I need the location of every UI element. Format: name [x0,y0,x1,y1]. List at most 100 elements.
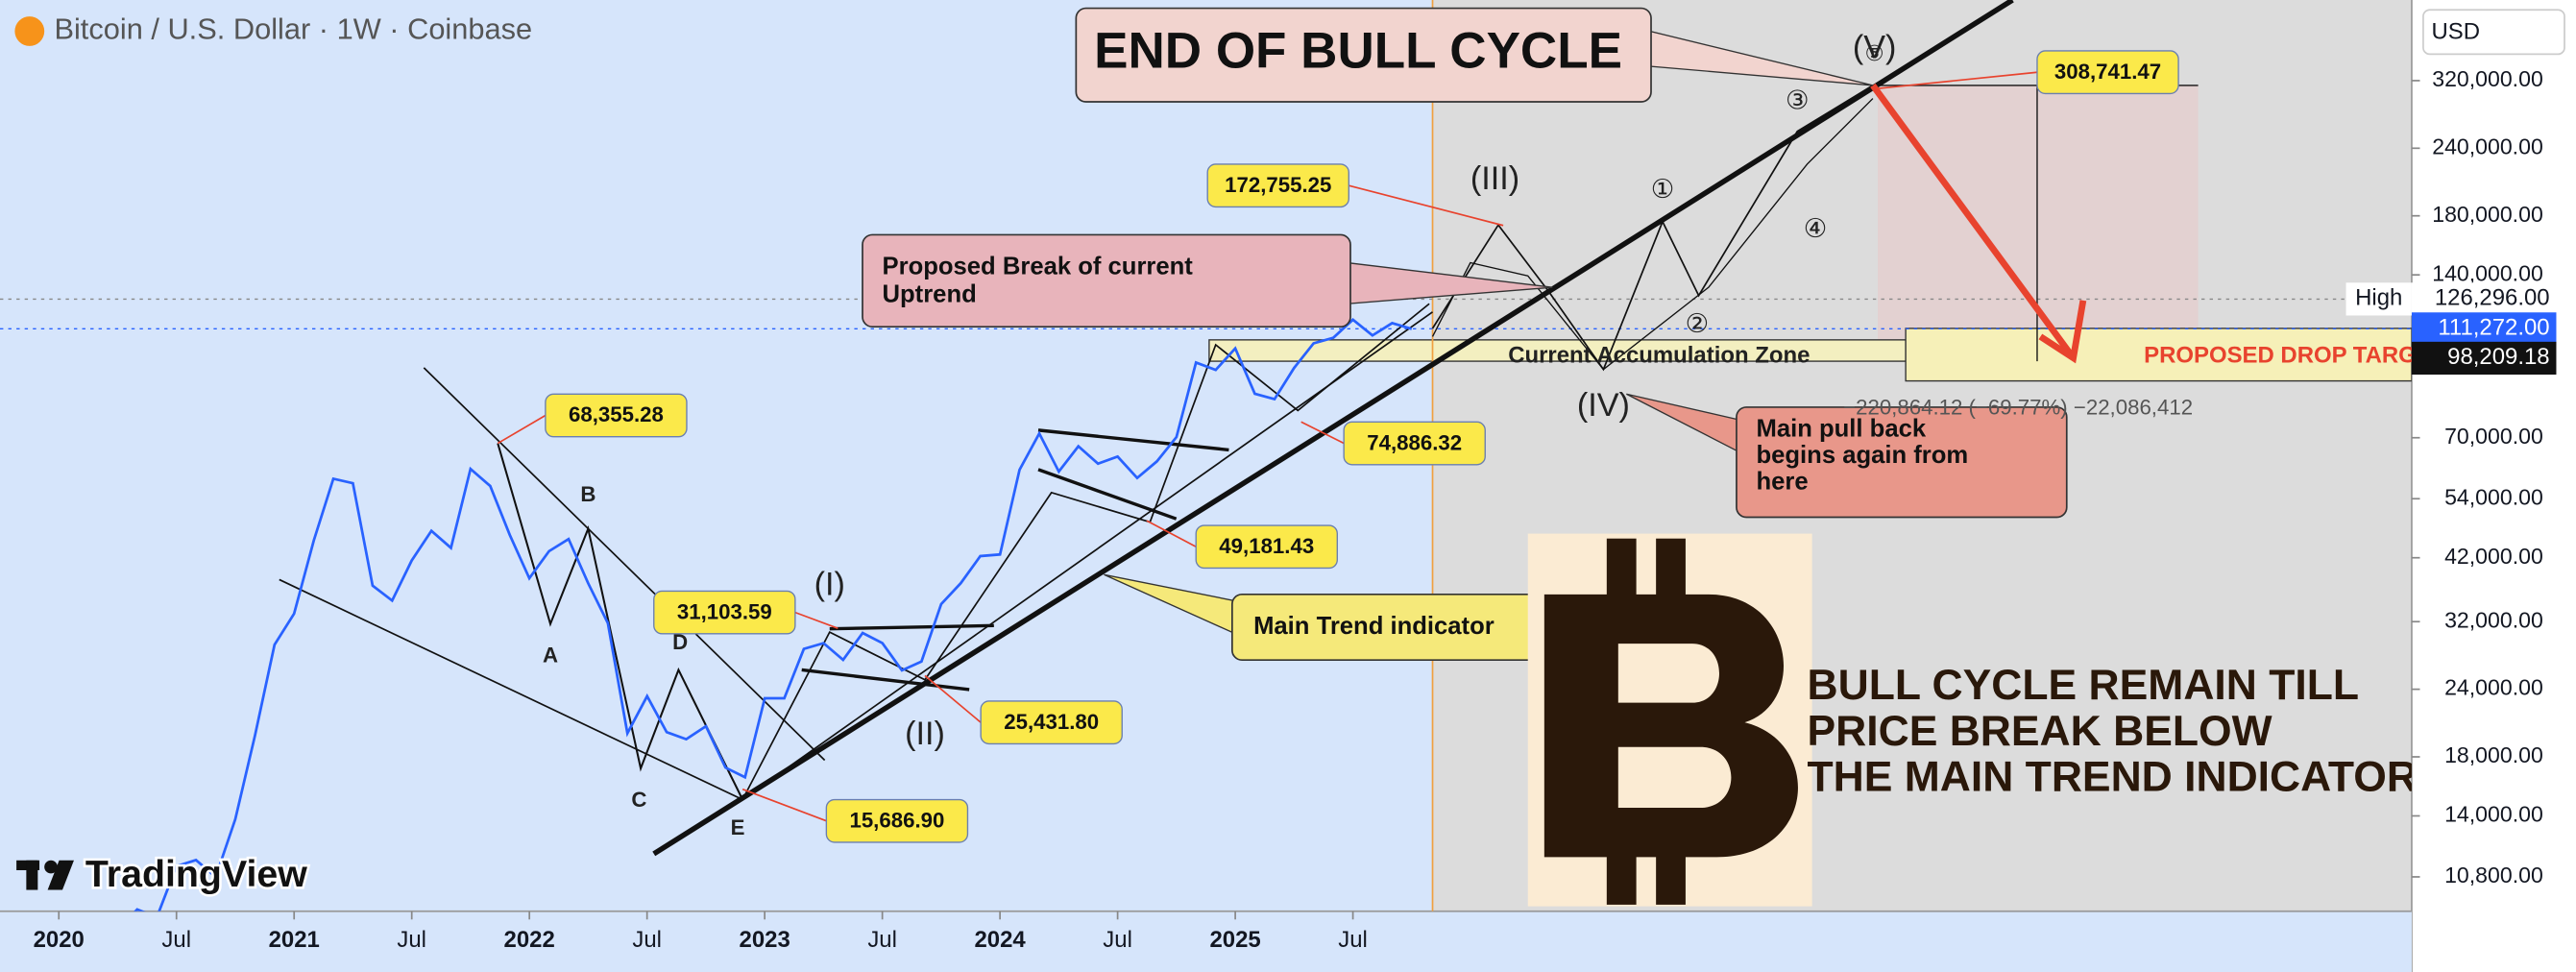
price-label-connector [1300,421,1345,445]
price-axis-panel [2411,0,2576,972]
wave-label: (V) [1853,29,1897,65]
price-label-box [653,590,796,635]
price-label-connector [497,414,547,445]
drop-arrow [1870,83,2077,360]
callout-text: Main Trend indicator [1253,613,1495,640]
wave-label: B [580,482,595,506]
price-tag-label: 126,296.00 [2435,285,2550,311]
drawing-line [279,578,743,801]
wave-label: (IV) [1577,387,1630,424]
x-tick-label: 2021 [269,927,320,953]
watermark-icon [26,860,38,890]
wave-label: (II) [905,716,945,752]
price-tag-name-box [2345,282,2412,316]
wave-label: A [543,644,558,668]
overlay: END OF BULL CYCLE Proposed Break of curre… [497,7,2418,907]
price-label-box [545,393,688,438]
drawing-line [1431,98,1874,371]
price-label: 68,355.28 [569,402,664,426]
plot-background [0,0,1433,911]
price-tag-label: 111,272.00 [2438,315,2549,341]
currency: USD [2431,19,2480,45]
x-tick-label: 2022 [504,927,555,953]
drawing-line [423,367,826,762]
y-tick-label: 54,000.00 [2444,484,2543,509]
x-tick-label: Jul [867,927,897,953]
price-label: 25,431.80 [1004,710,1099,734]
x-tick-label: Jul [397,927,426,953]
x-tick-label: Jul [632,927,662,953]
price-label: 74,886.32 [1367,430,1462,454]
price-label-box [2036,50,2179,95]
wave-label: E [731,815,745,839]
price-label-connector [1349,184,1504,227]
price-label-box [1195,524,1338,570]
price-label-box [1206,163,1349,208]
plot [0,0,2412,911]
watermark-icon [47,860,74,890]
currency-box [2422,9,2565,56]
logo-part [1543,594,1798,858]
callout-text: Proposed Break of current [883,253,1194,279]
price-tag [2411,312,2557,346]
callout-text: Main pull back [1756,416,1926,443]
y-tick-label: 32,000.00 [2444,607,2543,632]
y-tick-label: 240,000.00 [2432,134,2543,158]
callout-box [1736,406,2068,519]
price-tag [2411,282,2557,316]
price-label-connector [794,611,838,629]
time-axis-panel [0,911,2412,972]
price-label: 49,181.43 [1219,534,1314,558]
measure-label: −220,864.12 (−69.77%) −22,086,412 [1843,396,2193,420]
price-label: 172,755.25 [1225,173,1331,197]
drawing-line [801,668,970,692]
side-text: THE MAIN TREND INDICATOR [1808,754,2418,801]
x-tick-label: 2023 [740,927,790,953]
wave-label: ⑤ [1865,41,1884,66]
y-tick-label: 24,000.00 [2444,675,2543,700]
price-label-connector [1146,520,1197,548]
main-trend-line [652,0,2014,857]
wave-label: ② [1686,309,1710,339]
price-label-connector [924,674,982,723]
chart-title: Bitcoin / U.S. Dollar · 1W · Coinbase [54,12,532,46]
x-tick-label: Jul [161,927,191,953]
projection-box [1878,85,2199,362]
x-tick-label: 2024 [975,927,1027,953]
drawing-line [829,623,994,631]
callout-text: Uptrend [883,280,977,307]
price-label: 31,103.59 [677,599,772,623]
wave-label: ③ [1786,85,1810,115]
drawing-line [1037,468,1178,521]
drop-arrow-head [2038,300,2087,364]
price-label: 15,686.90 [849,808,944,832]
watermark-icon [44,860,58,874]
x-tick-label: Jul [1103,927,1132,953]
drawing-line [741,303,1430,800]
callout-box [862,233,1351,328]
callout-text: END OF BULL CYCLE [1094,22,1622,79]
callout-text: here [1756,468,1808,495]
y-tick-label: 70,000.00 [2444,424,2543,449]
price-label-connector [741,788,827,822]
callout-box [1075,7,1652,103]
side-text: BULL CYCLE REMAIN TILL [1808,662,2360,709]
price-label-box [1343,421,1486,466]
x-tick-label: Jul [1338,927,1368,953]
wave-label: (III) [1470,160,1519,197]
y-tick-label: 14,000.00 [2444,802,2543,827]
callout-text: begins again from [1756,442,1968,469]
symbol-icon [14,16,45,46]
price-label-connector [1872,71,2038,90]
y-tick-label: 10,800.00 [2444,863,2543,887]
y-tick-label: 320,000.00 [2432,66,2543,91]
drawing-line [1431,85,1874,372]
wave-label: ④ [1804,214,1828,244]
wave-label: ① [1651,175,1675,205]
watermark: TradingView [85,853,307,895]
y-tick-label: 180,000.00 [2432,202,2543,227]
drop-target-zone [1905,328,2412,382]
y-tick-label: 42,000.00 [2444,544,2543,569]
